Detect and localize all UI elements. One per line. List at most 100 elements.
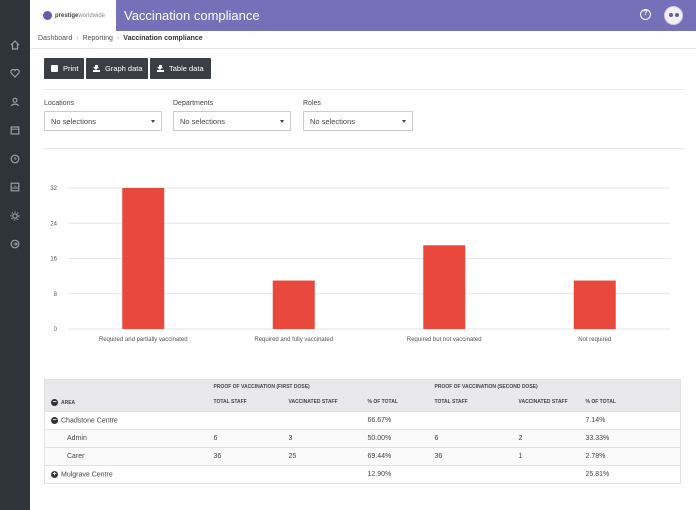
table-cell: 12.90% xyxy=(361,465,429,484)
breadcrumb-current: Vaccination compliance xyxy=(123,35,203,42)
printer-icon xyxy=(51,65,58,72)
divider xyxy=(30,48,696,49)
table-cell: 25 xyxy=(282,447,362,466)
clock-icon[interactable] xyxy=(8,152,22,166)
table-row[interactable]: + Mulgrave Centre 12.90% 25.81% xyxy=(44,465,681,484)
area-header: − AREA xyxy=(45,394,208,412)
download-icon xyxy=(93,65,100,72)
avatar[interactable] xyxy=(664,6,683,25)
table-cell xyxy=(512,411,580,430)
calendar-icon[interactable] xyxy=(8,123,22,137)
table-header: PROOF OF VACCINATION (FIRST DOSE) PROOF … xyxy=(44,379,681,412)
top-bar: Vaccination compliance ? xyxy=(116,0,696,31)
area-cell: + Mulgrave Centre xyxy=(44,465,208,484)
home-icon[interactable] xyxy=(8,38,22,52)
y-tick-label: 24 xyxy=(50,221,57,227)
column-header: TOTAL STAFF xyxy=(434,399,468,406)
y-tick-label: 16 xyxy=(50,257,57,263)
table-cell: 6 xyxy=(428,429,513,448)
column-header: VACCINATED STAFF xyxy=(518,399,568,406)
caret-down-icon xyxy=(151,120,155,123)
table-cell xyxy=(282,411,362,430)
area-header-label: AREA xyxy=(61,399,76,406)
divider xyxy=(44,89,684,90)
bar xyxy=(272,280,315,329)
bar xyxy=(122,188,165,329)
x-tick-label: Not required xyxy=(578,337,611,343)
departments-select[interactable]: No selections xyxy=(173,111,291,131)
table-cell xyxy=(207,411,283,430)
y-tick-label: 0 xyxy=(54,327,58,333)
table-cell: 50.00% xyxy=(361,429,429,448)
column-header: % OF TOTAL xyxy=(367,399,398,406)
collapse-all-icon[interactable]: − xyxy=(51,398,58,406)
table-cell: 33.33% xyxy=(579,429,681,448)
table-row[interactable]: − Chadstone Centre 66.67% 7.14% xyxy=(44,411,681,430)
gear-icon[interactable] xyxy=(8,209,22,223)
bar-chart: 0 8 16 24 32 Required and partially vaccinate… xyxy=(50,186,670,343)
filter-label: Departments xyxy=(173,100,214,107)
logout-icon[interactable] xyxy=(8,237,22,251)
brand-mark-icon xyxy=(43,11,52,20)
filter-label: Locations xyxy=(44,100,74,107)
expand-icon[interactable]: + xyxy=(51,470,58,478)
locations-select[interactable]: No selections xyxy=(44,111,162,131)
graph-data-button[interactable]: Graph data xyxy=(86,58,148,79)
user-icon[interactable] xyxy=(8,95,22,109)
table-cell xyxy=(512,465,580,484)
header-spacer xyxy=(45,380,208,394)
heart-icon[interactable] xyxy=(8,66,22,80)
table-cell xyxy=(207,465,283,484)
page-title: Vaccination compliance xyxy=(124,8,260,23)
brand-logo[interactable]: prestigeworldwide xyxy=(30,0,116,31)
table-cell: 36 xyxy=(207,447,283,466)
y-tick-label: 32 xyxy=(50,186,57,192)
second-dose-group-header: PROOF OF VACCINATION (SECOND DOSE) xyxy=(434,383,538,390)
breadcrumb-reporting[interactable]: Reporting xyxy=(82,35,113,42)
column-header: TOTAL STAFF xyxy=(213,399,247,406)
help-icon[interactable]: ? xyxy=(640,9,651,20)
table-cell: 7.14% xyxy=(579,411,681,430)
column-header: VACCINATED STAFF xyxy=(288,399,338,406)
sub-area-name: Admin xyxy=(44,429,208,448)
collapse-icon[interactable]: − xyxy=(51,416,58,424)
compliance-table: PROOF OF VACCINATION (FIRST DOSE) PROOF … xyxy=(44,379,681,484)
area-cell: − Chadstone Centre xyxy=(44,411,208,430)
breadcrumb-separator-icon: › xyxy=(116,35,120,42)
download-icon xyxy=(157,65,164,72)
table-row[interactable]: Carer 36 25 69.44% 36 1 2.78% xyxy=(44,447,681,466)
select-value: No selections xyxy=(180,117,226,126)
table-row[interactable]: Admin 6 3 50.00% 6 2 33.33% xyxy=(44,429,681,448)
table-cell: 69.44% xyxy=(361,447,429,466)
table-cell: 2.78% xyxy=(579,447,681,466)
table-data-label: Table data xyxy=(169,64,204,73)
column-header: % OF TOTAL xyxy=(585,399,616,406)
roles-select[interactable]: No selections xyxy=(303,111,413,131)
table-cell: 25.81% xyxy=(579,465,681,484)
caret-down-icon xyxy=(402,120,406,123)
table-cell: 2 xyxy=(512,429,580,448)
bar xyxy=(573,280,616,329)
area-name: Chadstone Centre xyxy=(61,417,118,425)
breadcrumb-dashboard[interactable]: Dashboard xyxy=(38,35,73,42)
breadcrumb-separator-icon: › xyxy=(76,35,79,42)
filter-locations: Locations No selections xyxy=(44,100,162,131)
x-tick-label: Required and fully vaccinated xyxy=(254,337,333,343)
caret-down-icon xyxy=(280,120,284,123)
select-value: No selections xyxy=(310,117,356,126)
first-dose-group-header: PROOF OF VACCINATION (FIRST DOSE) xyxy=(213,383,310,390)
select-value: No selections xyxy=(51,117,97,126)
area-name: Mulgrave Centre xyxy=(61,471,113,479)
brand-name-bold: prestige xyxy=(55,12,79,19)
filter-roles: Roles No selections xyxy=(303,100,413,131)
table-data-button[interactable]: Table data xyxy=(150,58,211,79)
x-tick-label: Required but not vaccinated xyxy=(407,337,482,343)
graph-data-label: Graph data xyxy=(105,64,143,73)
side-nav-rail xyxy=(0,0,30,510)
x-tick-label: Required and partially vaccinated xyxy=(99,337,188,343)
report-icon[interactable] xyxy=(8,180,22,194)
print-button[interactable]: Print xyxy=(44,58,84,79)
print-label: Print xyxy=(63,64,79,73)
filter-label: Roles xyxy=(303,100,321,107)
bar xyxy=(423,245,466,329)
